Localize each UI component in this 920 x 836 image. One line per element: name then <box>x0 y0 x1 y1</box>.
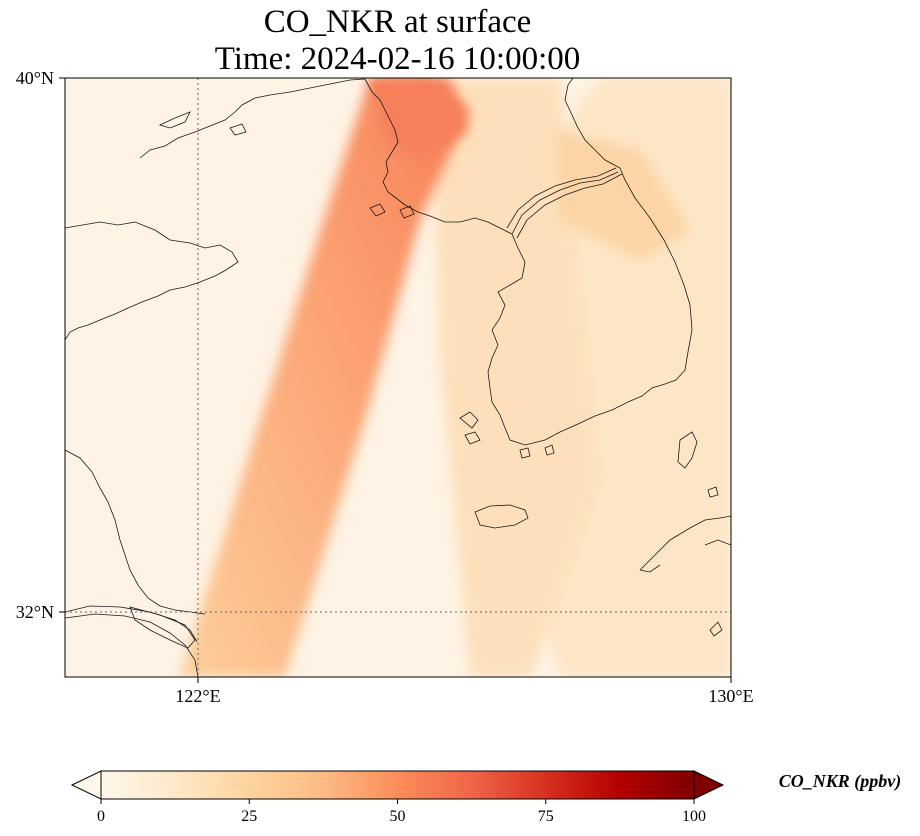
colorbar-extend-min <box>70 770 102 800</box>
axis-tick-marks <box>59 77 732 683</box>
map-frame <box>64 77 732 678</box>
tsushima-island <box>677 431 698 469</box>
small-island-2 <box>707 486 719 498</box>
colorbar-tick-label-25: 25 <box>241 808 257 825</box>
colorbar-tick-label-75: 75 <box>538 808 554 825</box>
map-title: CO_NKR at surface <box>263 4 532 40</box>
small-island-1 <box>709 621 723 637</box>
colorbar-extend-max <box>693 770 725 800</box>
north-korea-east-coast <box>564 78 621 169</box>
main-plume <box>180 78 470 677</box>
colorbar-bar <box>100 770 695 800</box>
southwest-islands <box>459 411 555 459</box>
colorbar-tick-label-0: 0 <box>97 808 105 825</box>
colorbar: 0 25 50 75 100 CO_NKR (ppbv) <box>70 770 902 825</box>
colorbar-ticks <box>100 799 695 804</box>
lon-label-130e: 130°E <box>708 686 753 706</box>
coastlines <box>65 78 731 677</box>
south-korea-coast <box>487 167 693 446</box>
jeju-island <box>474 504 529 529</box>
lat-label-32n: 32°N <box>16 602 54 622</box>
west-coast-islands <box>369 203 415 219</box>
north-korea-west-coast <box>364 78 513 235</box>
kyushu-coast <box>639 515 731 573</box>
colorbar-tick-labels: 0 25 50 75 100 <box>97 808 706 825</box>
chongming-island <box>129 606 196 649</box>
liaodong-bay-coast <box>139 78 366 159</box>
colorbar-tick-label-100: 100 <box>682 808 706 825</box>
concentration-field <box>65 78 731 677</box>
bay-islands <box>158 111 247 136</box>
colorbar-title: CO_NKR (ppbv) <box>779 771 902 792</box>
lon-label-122e: 122°E <box>175 686 220 706</box>
jiangsu-coast <box>65 449 206 615</box>
plume-hotspot <box>370 78 468 160</box>
colorbar-tick-label-50: 50 <box>390 808 406 825</box>
gridlines <box>65 78 731 677</box>
lat-label-40n: 40°N <box>16 68 54 88</box>
dmz-border <box>506 167 623 239</box>
secondary-plume <box>430 78 600 677</box>
map-subtitle-time: Time: 2024-02-16 10:00:00 <box>214 41 581 77</box>
shandong-coast <box>65 221 239 341</box>
